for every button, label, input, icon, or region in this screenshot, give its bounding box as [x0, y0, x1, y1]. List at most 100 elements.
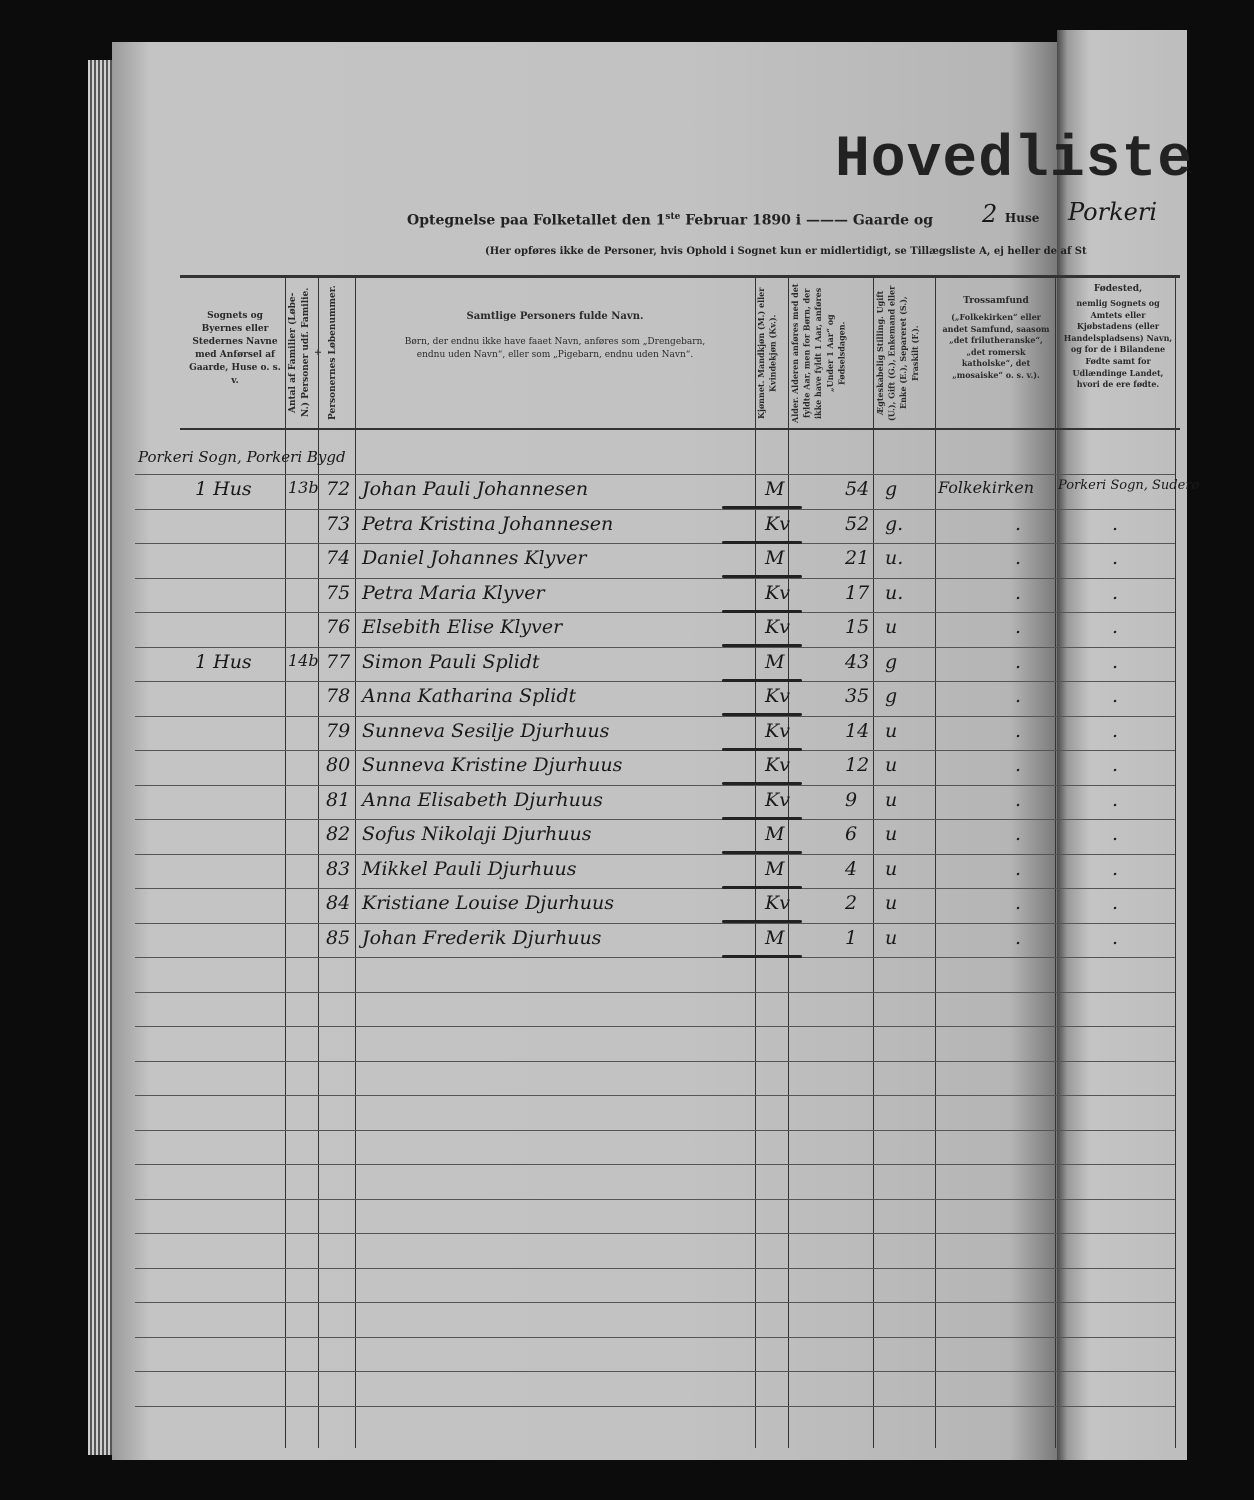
row-rule	[135, 509, 1175, 510]
row-sex: Kv	[765, 720, 790, 742]
row-family: 13b	[288, 478, 319, 497]
row-age: 1	[845, 927, 858, 949]
row-rule	[135, 888, 1175, 889]
row-religion: .	[1015, 513, 1022, 535]
row-name: Simon Pauli Splidt	[362, 651, 540, 673]
place-name: Porkeri	[1068, 198, 1157, 226]
row-sex: M	[765, 927, 785, 949]
column-divider	[1175, 278, 1176, 1448]
row-family: 14b	[288, 651, 319, 670]
row-rule	[135, 612, 1175, 613]
row-age: 35	[845, 685, 870, 707]
sex-underline	[722, 817, 802, 820]
row-rule	[135, 992, 1175, 993]
row-sex: Kv	[765, 513, 790, 535]
houses-label: Huse	[1004, 211, 1040, 225]
sex-underline	[722, 610, 802, 613]
row-civil: u	[885, 720, 898, 742]
row-number: 75	[326, 582, 351, 604]
row-name: Daniel Johannes Klyver	[362, 547, 587, 569]
row-sex: Kv	[765, 754, 790, 776]
sex-underline	[722, 920, 802, 923]
col-header-name-note: Børn, der endnu ikke have faaet Navn, an…	[404, 337, 706, 361]
row-rule	[135, 1302, 1175, 1303]
row-age: 6	[845, 823, 858, 845]
row-birthplace: .	[1112, 616, 1119, 638]
row-age: 15	[845, 616, 870, 638]
sex-underline	[722, 955, 802, 958]
row-sex: Kv	[765, 892, 790, 914]
row-sex: M	[765, 823, 785, 845]
row-civil: u.	[885, 547, 904, 569]
row-rule	[135, 1268, 1175, 1269]
row-birthplace: .	[1112, 858, 1119, 880]
row-name: Sofus Nikolaji Djurhuus	[362, 823, 592, 845]
row-number: 74	[326, 547, 351, 569]
row-age: 21	[845, 547, 870, 569]
column-divider	[873, 278, 874, 1448]
sex-underline	[722, 506, 802, 509]
row-birthplace: .	[1112, 547, 1119, 569]
subtitle-suffix: Februar 1890 i ——— Gaarde og	[680, 212, 934, 229]
census-page	[112, 42, 1057, 1460]
row-number: 82	[326, 823, 351, 845]
row-number: 79	[326, 720, 351, 742]
row-religion: .	[1015, 547, 1022, 569]
sex-underline	[722, 782, 802, 785]
row-age: 4	[845, 858, 858, 880]
row-age: 14	[845, 720, 870, 742]
header-top-rule	[180, 275, 1180, 278]
row-rule	[135, 1406, 1175, 1407]
row-rule	[135, 1233, 1175, 1234]
row-religion: .	[1015, 582, 1022, 604]
row-name: Elsebith Elise Klyver	[362, 616, 563, 638]
row-rule	[135, 543, 1175, 544]
row-rule	[135, 1337, 1175, 1338]
row-name: Sunneva Kristine Djurhuus	[362, 754, 623, 776]
row-number: 83	[326, 858, 351, 880]
row-number: 73	[326, 513, 351, 535]
row-number: 77	[326, 651, 351, 673]
page-title: Hovedliste	[835, 128, 1194, 193]
row-rule	[135, 474, 1175, 475]
row-civil: u	[885, 754, 898, 776]
row-religion: Folkekirken	[938, 478, 1035, 497]
sex-underline	[722, 679, 802, 682]
row-rule	[135, 1199, 1175, 1200]
row-rule	[135, 1061, 1175, 1062]
row-rule	[135, 750, 1175, 751]
sex-underline	[722, 575, 802, 578]
row-sex: Kv	[765, 616, 790, 638]
row-birthplace: .	[1112, 513, 1119, 535]
row-name: Petra Maria Klyver	[362, 582, 545, 604]
row-religion: .	[1015, 616, 1022, 638]
column-divider	[355, 278, 356, 1448]
row-sex: Kv	[765, 685, 790, 707]
row-civil: u.	[885, 582, 904, 604]
col-header-sex: Kjønnet. Mandkjøn (M.) eller Kvindekjøn …	[756, 287, 778, 419]
row-civil: u	[885, 616, 898, 638]
sex-underline	[722, 644, 802, 647]
row-religion: .	[1015, 823, 1022, 845]
row-civil: u	[885, 789, 898, 811]
subtitle-prefix: Optegnelse paa Folketallet den 1	[407, 212, 666, 229]
row-number: 80	[326, 754, 351, 776]
col-header-person-no: Personernes Løbenummer.	[328, 285, 338, 420]
row-number: 76	[326, 616, 351, 638]
row-sex: M	[765, 547, 785, 569]
row-number: 85	[326, 927, 351, 949]
row-age: 54	[845, 478, 870, 500]
row-civil: u	[885, 927, 898, 949]
row-religion: .	[1015, 858, 1022, 880]
sex-underline	[722, 851, 802, 854]
header-note: (Her opføres ikke de Personer, hvis Opho…	[485, 246, 1087, 257]
row-birthplace: .	[1112, 651, 1119, 673]
row-name: Johan Pauli Johannesen	[362, 478, 589, 500]
row-number: 78	[326, 685, 351, 707]
row-rule	[135, 1371, 1175, 1372]
row-name: Johan Frederik Djurhuus	[362, 927, 602, 949]
header-bottom-rule	[180, 428, 1180, 430]
facing-page	[1057, 30, 1187, 1460]
row-birthplace: .	[1112, 685, 1119, 707]
col-header-religion-title: Trossamfund	[963, 296, 1029, 306]
